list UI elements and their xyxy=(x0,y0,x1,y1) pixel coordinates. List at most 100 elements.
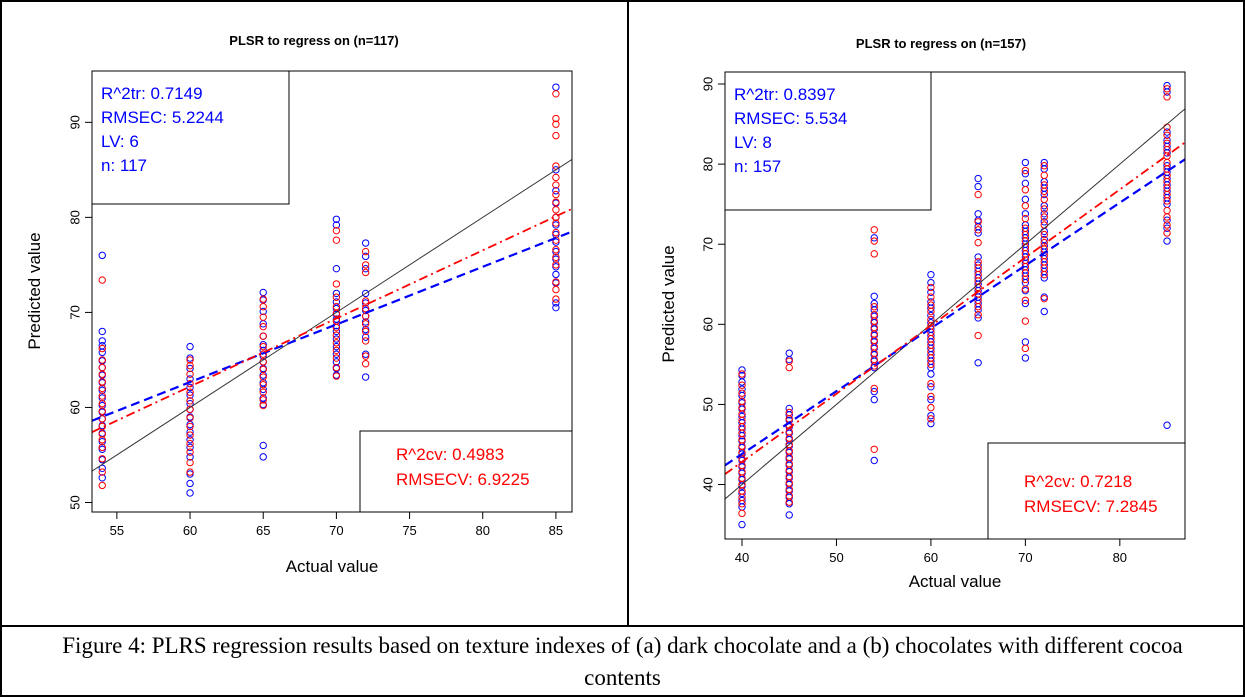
calibration-point xyxy=(974,174,982,183)
validation-point xyxy=(186,448,194,456)
validation-point xyxy=(927,283,935,292)
validation-point xyxy=(1163,221,1171,229)
calibration-point xyxy=(186,443,194,452)
validation-point xyxy=(361,247,370,256)
calibration-point xyxy=(1163,128,1171,136)
validation-point xyxy=(186,397,194,405)
calibration-point xyxy=(361,350,370,358)
validation-point xyxy=(1040,187,1048,196)
validation-point xyxy=(552,295,560,303)
validation-point xyxy=(974,190,982,199)
validation-point xyxy=(974,303,982,311)
x-tick-label: 80 xyxy=(1113,550,1127,565)
calibration-point xyxy=(1021,354,1030,362)
validation-point xyxy=(332,346,341,355)
validation-point xyxy=(259,342,267,351)
validation-point xyxy=(1021,186,1030,194)
validation-point xyxy=(974,238,982,247)
y-axis-label: Predicted value xyxy=(25,232,44,349)
validation-point xyxy=(259,388,267,396)
training-stat-text: RMSEC: 5.534 xyxy=(734,109,847,128)
training-stat-text: R^2tr: 0.8397 xyxy=(734,85,836,104)
validation-point xyxy=(259,396,267,404)
calibration-point xyxy=(785,511,793,519)
y-tick-label: 70 xyxy=(700,237,715,251)
validation-point xyxy=(552,261,560,269)
calibration-point xyxy=(552,83,560,91)
validation-point xyxy=(738,370,746,378)
validation-point xyxy=(259,373,267,381)
calibration-point xyxy=(98,445,106,453)
validation-point xyxy=(738,381,746,389)
validation-point xyxy=(259,332,267,340)
validation-point xyxy=(186,388,194,396)
validation-point xyxy=(98,481,106,490)
calibration-point xyxy=(259,307,267,316)
training-stat-text: n: 117 xyxy=(101,156,147,175)
validation-point xyxy=(98,436,106,444)
y-tick-label: 90 xyxy=(700,77,715,91)
calibration-point xyxy=(927,411,935,420)
validation-point xyxy=(186,361,194,370)
validation-point xyxy=(974,218,982,226)
validation-point xyxy=(552,278,560,286)
validation-point xyxy=(1040,230,1048,239)
training-stat-text: RMSEC: 5.2244 xyxy=(101,108,224,127)
identity-line xyxy=(725,108,1185,500)
calibration-point xyxy=(974,182,982,191)
calibration-point xyxy=(927,270,935,279)
validation-point xyxy=(186,356,194,364)
validation-point xyxy=(785,498,793,506)
calibration-point xyxy=(738,489,746,498)
validation-point xyxy=(98,384,106,393)
calibration-point xyxy=(259,385,267,394)
calibration-point xyxy=(552,247,560,256)
validation-point xyxy=(1040,294,1048,303)
calibration-point xyxy=(1163,88,1171,96)
validation-point xyxy=(332,293,341,301)
calibration-point xyxy=(927,288,935,296)
validation-point xyxy=(98,392,106,400)
validation-point xyxy=(870,303,878,311)
calibration-point xyxy=(98,348,106,357)
y-tick-label: 70 xyxy=(67,305,82,319)
calibration-point xyxy=(1040,218,1048,226)
calibration-point xyxy=(332,221,341,229)
calibration-point xyxy=(259,371,267,379)
calibration-point xyxy=(332,264,341,273)
scatter-chart-b: PLSR to regress on (n=157) Actual value Pr… xyxy=(659,36,1186,591)
validation-point xyxy=(1163,123,1171,131)
validation-point xyxy=(186,439,194,448)
validation-point xyxy=(332,236,341,244)
validation-point xyxy=(785,363,793,372)
frame-left-border xyxy=(0,0,2,697)
training-stat-text: R^2tr: 0.7149 xyxy=(101,84,203,103)
validation-point xyxy=(552,131,560,140)
validation-point xyxy=(1021,344,1030,353)
validation-point xyxy=(552,181,560,189)
validation-series xyxy=(98,90,560,490)
chart-panel-b: PLSR to regress on (n=157) Actual value Pr… xyxy=(629,2,1243,625)
validation-point xyxy=(98,455,106,463)
calibration-point xyxy=(738,520,746,529)
calibration-fit-line xyxy=(92,230,572,422)
validation-point xyxy=(552,228,560,237)
validation-point xyxy=(552,90,560,98)
validation-point xyxy=(332,339,341,347)
validation-point xyxy=(1040,205,1048,213)
calibration-point xyxy=(332,304,341,313)
calibration-point xyxy=(361,264,370,273)
chart-title: PLSR to regress on (n=157) xyxy=(856,36,1026,51)
validation-point xyxy=(1021,275,1030,284)
validation-point xyxy=(870,362,878,370)
calibration-point xyxy=(361,325,370,334)
validation-point xyxy=(332,354,341,362)
calibration-point xyxy=(361,239,370,247)
validation-point xyxy=(1163,197,1171,205)
plot-data-layer xyxy=(92,83,572,497)
validation-point xyxy=(552,120,560,128)
calibration-point xyxy=(98,386,106,395)
plot-frame xyxy=(91,70,573,513)
validation-point xyxy=(98,363,106,372)
